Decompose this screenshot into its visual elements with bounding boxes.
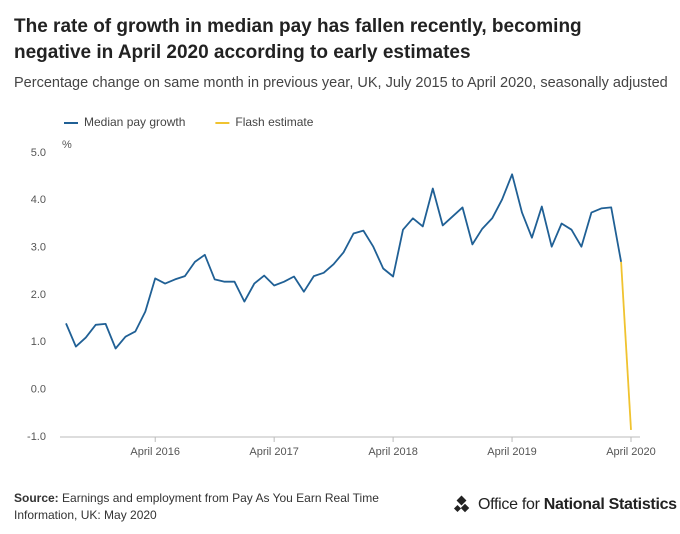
legend-label: Flash estimate bbox=[235, 115, 313, 129]
source: Source: Earnings and employment from Pay… bbox=[14, 490, 444, 524]
chart-title: The rate of growth in median pay has fal… bbox=[14, 16, 582, 63]
x-tick-label: April 2020 bbox=[606, 446, 656, 458]
ons-icon bbox=[453, 495, 470, 513]
series-line bbox=[620, 261, 632, 430]
y-tick-label: 2.0 bbox=[31, 289, 46, 301]
y-tick-label: -1.0 bbox=[27, 431, 46, 443]
y-tick-label: 0.0 bbox=[31, 384, 46, 396]
chart-subtitle: Percentage change on same month in previ… bbox=[14, 75, 668, 91]
y-tick-label: 1.0 bbox=[31, 336, 46, 348]
series-line bbox=[65, 173, 622, 350]
y-tick-label: 3.0 bbox=[31, 242, 46, 254]
x-tick-label: April 2016 bbox=[130, 446, 180, 458]
source-text: Earnings and employment from Pay As You … bbox=[14, 491, 379, 522]
x-tick-label: April 2019 bbox=[487, 446, 537, 458]
y-unit: % bbox=[62, 139, 72, 151]
source-label: Source: bbox=[14, 491, 59, 505]
logo: Office for National Statistics bbox=[478, 496, 677, 514]
logo-bold: National Statistics bbox=[543, 496, 677, 513]
legend-label: Median pay growth bbox=[84, 115, 185, 129]
y-tick-label: 5.0 bbox=[31, 147, 46, 159]
x-tick-label: April 2018 bbox=[368, 446, 418, 458]
x-tick-label: April 2017 bbox=[249, 446, 299, 458]
logo-light: Office for bbox=[478, 496, 540, 513]
y-tick-label: 4.0 bbox=[31, 194, 46, 206]
